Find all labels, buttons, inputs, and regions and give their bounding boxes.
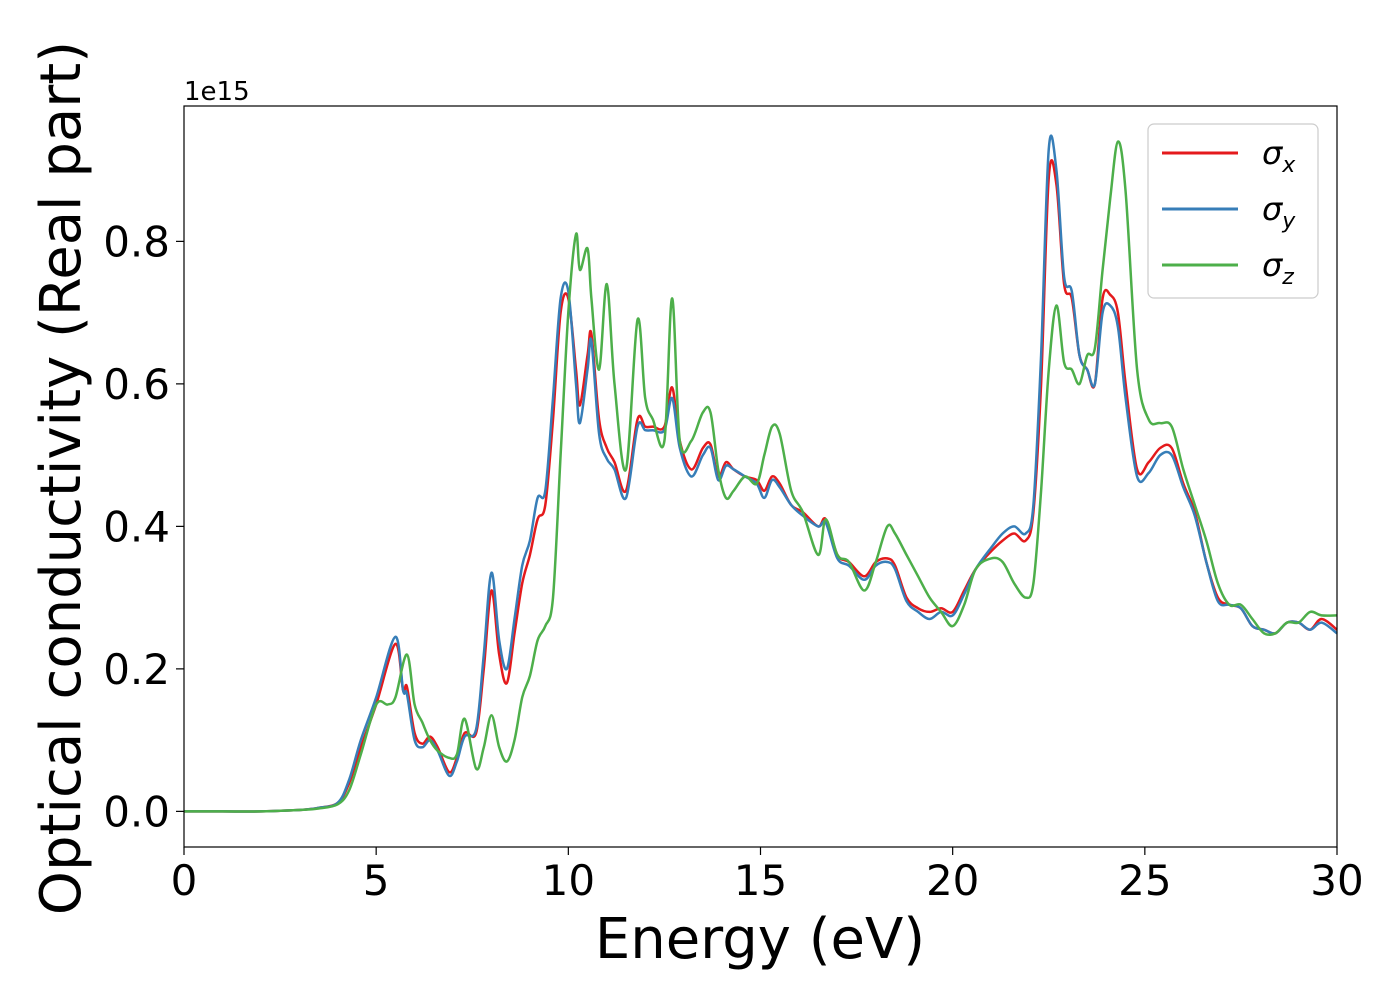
legend-label-y: σy bbox=[1262, 190, 1296, 234]
x-tick-label: 15 bbox=[734, 856, 787, 905]
x-axis-title: Energy (eV) bbox=[595, 907, 925, 972]
x-tick-label: 20 bbox=[926, 856, 979, 905]
y-offset-label: 1e15 bbox=[184, 77, 250, 107]
y-tick-label: 0.8 bbox=[103, 217, 170, 266]
legend-label-x: σx bbox=[1262, 134, 1296, 178]
y-tick-label: 0.6 bbox=[103, 360, 170, 409]
y-tick-label: 0.0 bbox=[103, 787, 170, 836]
series-line-z bbox=[184, 140, 1338, 813]
y-tick-label: 0.4 bbox=[103, 502, 170, 551]
x-tick-label: 0 bbox=[171, 856, 198, 905]
x-tick-label: 30 bbox=[1310, 856, 1363, 905]
x-axis-ticks: 0 5 10 15 20 25 30 bbox=[171, 847, 1364, 905]
series-layer bbox=[184, 134, 1338, 813]
x-tick-label: 5 bbox=[363, 856, 390, 905]
x-tick-label: 10 bbox=[542, 856, 595, 905]
x-tick-label: 25 bbox=[1118, 856, 1171, 905]
y-tick-label: 0.2 bbox=[103, 645, 170, 694]
legend-box bbox=[1147, 123, 1319, 299]
y-axis-title: Optical conductivity (Real part) bbox=[29, 41, 94, 915]
y-axis-ticks: 0.0 0.2 0.4 0.6 0.8 bbox=[103, 217, 184, 836]
